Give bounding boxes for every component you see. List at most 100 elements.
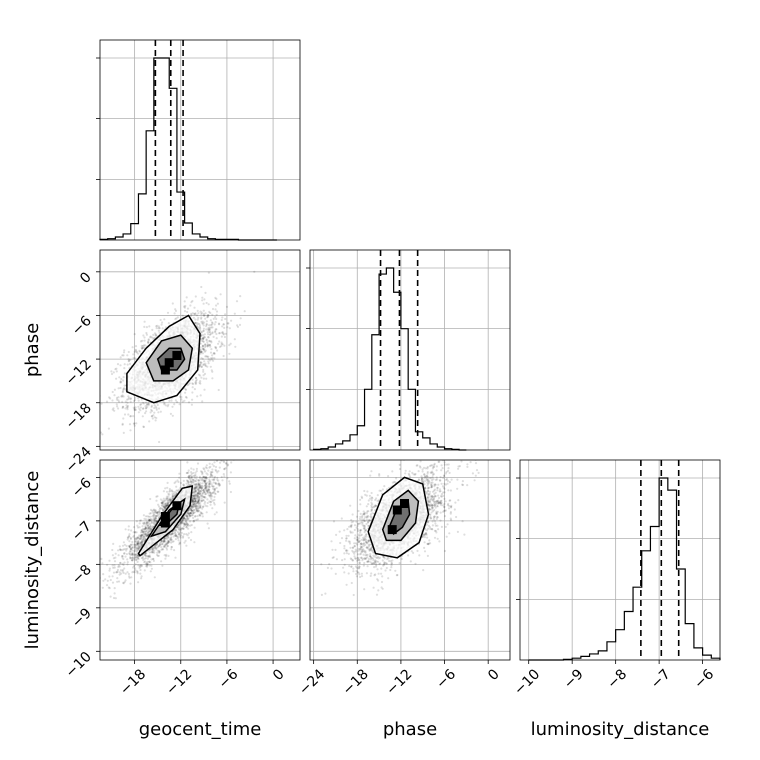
sample-point xyxy=(152,333,155,336)
sample-point xyxy=(208,483,211,486)
sample-point xyxy=(198,483,201,487)
sample-point xyxy=(142,346,145,349)
sample-point xyxy=(181,518,184,521)
sample-point xyxy=(206,492,209,495)
sample-point xyxy=(155,553,159,556)
sample-point xyxy=(202,336,205,339)
sample-point xyxy=(138,537,141,540)
sample-point xyxy=(139,409,142,412)
sample-point xyxy=(157,505,161,508)
sample-point xyxy=(145,529,148,532)
sample-point xyxy=(203,343,206,346)
sample-point xyxy=(151,547,154,550)
sample-point xyxy=(140,539,144,542)
sample-point xyxy=(126,404,130,408)
sample-point xyxy=(136,536,139,539)
sample-point xyxy=(129,397,132,400)
sample-point xyxy=(191,312,194,315)
sample-point xyxy=(191,502,195,506)
sample-point xyxy=(190,301,193,304)
sample-point xyxy=(162,505,165,508)
sample-point xyxy=(211,356,214,359)
sample-point xyxy=(156,554,159,558)
sample-point xyxy=(183,541,186,544)
sample-point xyxy=(170,541,173,544)
sample-point xyxy=(127,360,130,363)
sample-point xyxy=(152,521,155,524)
sample-point xyxy=(148,560,151,564)
sample-point xyxy=(187,527,190,530)
sample-point xyxy=(119,548,122,551)
sample-point xyxy=(182,483,185,486)
sample-point xyxy=(159,507,162,510)
sample-point xyxy=(182,518,185,521)
sample-point xyxy=(132,570,135,573)
sample-point xyxy=(213,495,216,498)
sample-point xyxy=(168,487,171,491)
sample-point xyxy=(142,530,145,533)
sample-point xyxy=(141,407,145,410)
sample-point xyxy=(116,405,119,408)
sample-point xyxy=(175,492,178,495)
sample-point xyxy=(185,526,188,529)
sample-point xyxy=(144,407,148,410)
sample-point xyxy=(203,491,206,494)
sample-point xyxy=(163,505,166,508)
sample-point xyxy=(113,409,116,412)
sample-point xyxy=(124,579,127,582)
sample-point xyxy=(166,536,169,540)
sample-point xyxy=(208,333,211,336)
sample-point xyxy=(139,535,142,538)
sample-point xyxy=(207,487,210,490)
sample-point xyxy=(121,390,125,393)
contour-level-2 xyxy=(145,334,194,382)
sample-point xyxy=(222,323,225,326)
sample-point xyxy=(146,524,149,527)
sample-point xyxy=(201,400,204,403)
sample-point xyxy=(173,481,176,485)
sample-point xyxy=(180,522,183,525)
sample-point xyxy=(177,539,180,542)
sample-point xyxy=(123,363,126,366)
sample-point xyxy=(102,573,105,576)
sample-point xyxy=(180,519,184,523)
panel-geocent_time-vs-phase xyxy=(99,249,301,451)
sample-point xyxy=(127,572,130,576)
sample-point xyxy=(161,508,164,511)
sample-point xyxy=(176,489,179,492)
sample-point xyxy=(187,512,190,515)
sample-point xyxy=(144,563,147,566)
sample-point xyxy=(125,404,128,407)
sample-point xyxy=(205,467,208,470)
sample-point xyxy=(134,408,137,411)
sample-point xyxy=(112,571,116,574)
sample-point xyxy=(210,483,213,486)
sample-point xyxy=(221,479,224,482)
sample-point xyxy=(135,547,138,550)
sample-point xyxy=(195,496,198,499)
sample-point xyxy=(191,514,194,517)
sample-point xyxy=(160,548,163,551)
sample-point xyxy=(199,310,202,313)
sample-point xyxy=(204,487,207,490)
sample-point xyxy=(184,523,187,526)
sample-point xyxy=(199,506,202,509)
sample-point xyxy=(207,328,210,331)
sample-point xyxy=(210,369,213,372)
sample-point xyxy=(208,330,211,333)
sample-point xyxy=(196,462,200,465)
sample-point xyxy=(135,520,138,523)
sample-point xyxy=(147,338,150,341)
sample-point xyxy=(147,525,150,528)
sample-point xyxy=(205,483,208,486)
sample-point xyxy=(220,318,223,322)
sample-point xyxy=(206,490,209,493)
sample-point xyxy=(195,470,198,473)
sample-point xyxy=(163,540,166,543)
sample-point xyxy=(137,564,140,567)
sample-point xyxy=(196,510,200,513)
sample-point xyxy=(196,309,199,312)
sample-point xyxy=(148,529,151,532)
sample-point xyxy=(162,545,165,548)
sample-point xyxy=(209,474,212,477)
